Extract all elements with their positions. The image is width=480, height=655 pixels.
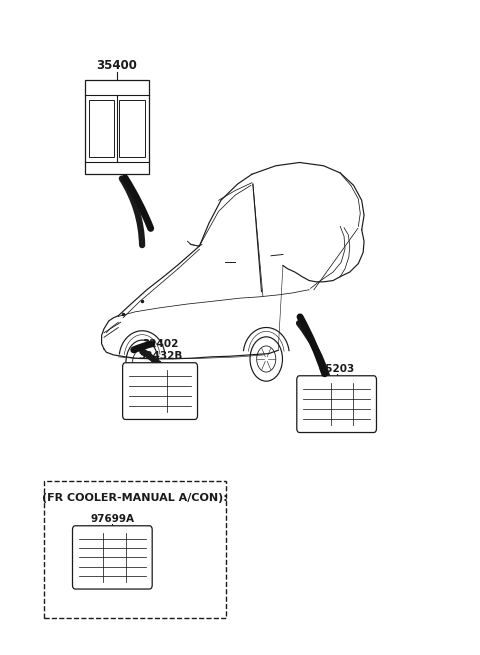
Text: 32402: 32402 [142, 339, 178, 349]
Bar [120, 100, 145, 157]
Text: (FR COOLER-MANUAL A/CON):: (FR COOLER-MANUAL A/CON): [42, 493, 228, 502]
Text: 35400: 35400 [96, 59, 138, 72]
Text: 05203: 05203 [319, 364, 355, 374]
FancyBboxPatch shape [72, 526, 152, 589]
Bar [89, 100, 114, 157]
FancyBboxPatch shape [297, 376, 376, 432]
FancyBboxPatch shape [122, 363, 198, 419]
Text: 97699A: 97699A [90, 514, 134, 525]
Bar [85, 80, 149, 174]
Text: 32432B: 32432B [138, 351, 182, 361]
Bar [44, 481, 226, 618]
